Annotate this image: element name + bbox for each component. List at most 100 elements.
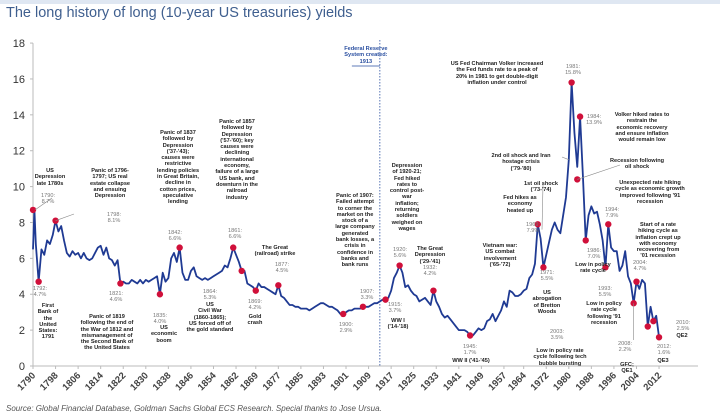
highlight-marker (630, 300, 637, 307)
y-tick-label: 0 (19, 361, 25, 373)
point-label: 1900: 2.9% (339, 322, 353, 335)
chart-title: The long history of long (10-year US tre… (6, 5, 353, 21)
highlight-marker (633, 278, 640, 285)
highlight-marker (602, 264, 609, 271)
source-note: Source: Global Financial Database, Goldm… (6, 404, 382, 413)
leader-line (34, 197, 53, 211)
event-annotation: Recession following oil shock (609, 158, 665, 171)
point-label: 1986: 7.0% (587, 248, 601, 261)
x-tick-label: 1885 (283, 370, 306, 393)
point-label: 2004: 4.7% (633, 260, 647, 273)
leader-line (541, 184, 544, 230)
x-tick-label: 1949 (464, 370, 487, 393)
x-tick-label: 1917 (374, 370, 397, 393)
x-tick-label: 1980 (551, 370, 574, 393)
event-annotation: US Fed Chairman Volker increased the Fed… (450, 61, 544, 86)
event-annotation: Low in policy rate cycle following tech … (533, 348, 587, 367)
x-tick-label: 1957 (486, 370, 509, 393)
event-annotation: Panic of 1857 followed by Depression ('5… (215, 119, 259, 201)
event-annotation: US Civil War (1860-1865); US forced off … (186, 302, 234, 334)
y-tick-label: 16 (13, 74, 25, 86)
x-tick-label: 2012 (641, 370, 664, 393)
point-label: 1969: 7.9% (526, 222, 540, 235)
highlight-marker (359, 303, 367, 310)
y-tick-label: 2 (19, 325, 25, 337)
x-tick-label: 1822 (106, 370, 129, 393)
highlight-marker (35, 278, 42, 285)
point-label: 2010: 2.5% (676, 320, 690, 333)
event-annotation: Unexpected rate hiking cycle as economic… (615, 180, 685, 205)
x-tick-label: 1798 (38, 370, 61, 393)
y-tick-label: 14 (13, 110, 25, 122)
point-label: 1907: 3.3% (360, 289, 374, 302)
x-tick-label: 1941 (441, 370, 464, 393)
highlight-marker (275, 282, 282, 289)
highlight-marker (176, 244, 183, 251)
event-annotation: Fed hikes as economy heated up (503, 195, 537, 214)
event-annotation: Volker hiked rates to restrain the econo… (614, 112, 670, 144)
point-label: 1792: 4.7% (33, 286, 47, 299)
highlight-marker (156, 291, 164, 298)
highlight-marker (238, 267, 245, 275)
point-label: 1994: 7.9% (605, 207, 619, 220)
point-label: 1877: 4.5% (275, 262, 289, 275)
y-tick-label: 18 (13, 38, 25, 50)
highlight-marker (252, 287, 259, 294)
highlight-marker (568, 79, 575, 86)
x-tick-label: 1869 (238, 370, 261, 393)
highlight-marker (382, 296, 389, 303)
fed-reserve-annotation: Federal Reserve System created: 1913 (344, 46, 388, 65)
event-annotation: US abrogation of Bretton Woods (532, 290, 562, 315)
highlight-marker (644, 323, 651, 330)
event-annotation: Panic of 1907: Failed attempt to corner … (335, 193, 375, 269)
x-tick-label: 1909 (351, 370, 374, 393)
point-label: 1981: 15.8% (565, 64, 581, 77)
point-label: 1920: 5.6% (393, 247, 407, 260)
highlight-marker (396, 262, 403, 269)
x-tick-label: 1964 (506, 370, 529, 393)
event-annotation: Low in policy rate cycle following '91 r… (586, 301, 622, 326)
highlight-marker (540, 264, 547, 271)
x-tick-label: 1790 (15, 370, 38, 393)
event-annotation: GFC; QE1 (620, 362, 634, 375)
y-tick-label: 12 (13, 146, 25, 158)
event-annotation: QE3 (657, 358, 669, 364)
point-label: 1861: 6.6% (228, 228, 242, 241)
x-tick-label: 1877 (261, 370, 284, 393)
point-label: 1993: 5.5% (598, 286, 612, 299)
point-label: 1971: 5.5% (540, 270, 554, 283)
event-annotation: QE2 (676, 333, 688, 339)
event-annotation: Vietnam war: US combat involvement ('65-… (482, 243, 518, 268)
event-annotation: US Depression late 1780s (34, 168, 66, 187)
event-annotation: WW II ('41-'45) (452, 358, 490, 364)
highlight-marker (655, 334, 663, 341)
x-tick-label: 1972 (529, 370, 552, 393)
event-annotation: WW I ('14-'18) (387, 318, 409, 331)
x-tick-label: 1988 (574, 370, 597, 393)
point-label: 1842: 6.6% (168, 230, 182, 243)
highlight-marker (29, 206, 37, 214)
event-annotation: The Great (railroad) strike (254, 245, 296, 258)
leader-line (55, 213, 75, 221)
y-tick-label: 8 (19, 217, 25, 229)
highlight-marker (117, 280, 124, 287)
point-label: 2008: 2.2% (618, 341, 632, 354)
event-annotation: Gold crash (247, 314, 263, 327)
x-tick-label: 1862 (218, 370, 241, 393)
event-annotation: US economic boom (150, 325, 178, 344)
highlight-marker (340, 310, 347, 318)
event-annotation: The Great Depression ('29-'41) (414, 246, 446, 265)
event-annotation: Panic of 1837 followed by Depression ('3… (156, 130, 200, 206)
x-tick-label: 1830 (128, 370, 151, 393)
highlight-marker (582, 237, 589, 244)
point-label: 1835: 4.0% (153, 313, 167, 326)
event-annotation: 1st oil shock ('73-'74) (524, 181, 558, 194)
highlight-marker (534, 221, 541, 228)
point-label: 1984: 13.9% (586, 114, 602, 127)
y-tick-label: 6 (19, 253, 25, 265)
event-annotation: Start of a rate hiking cycle as inflatio… (635, 222, 681, 260)
point-label: 1790: 8.7% (41, 193, 55, 206)
x-tick-label: 1996 (596, 370, 619, 393)
x-tick-label: 1838 (151, 370, 174, 393)
